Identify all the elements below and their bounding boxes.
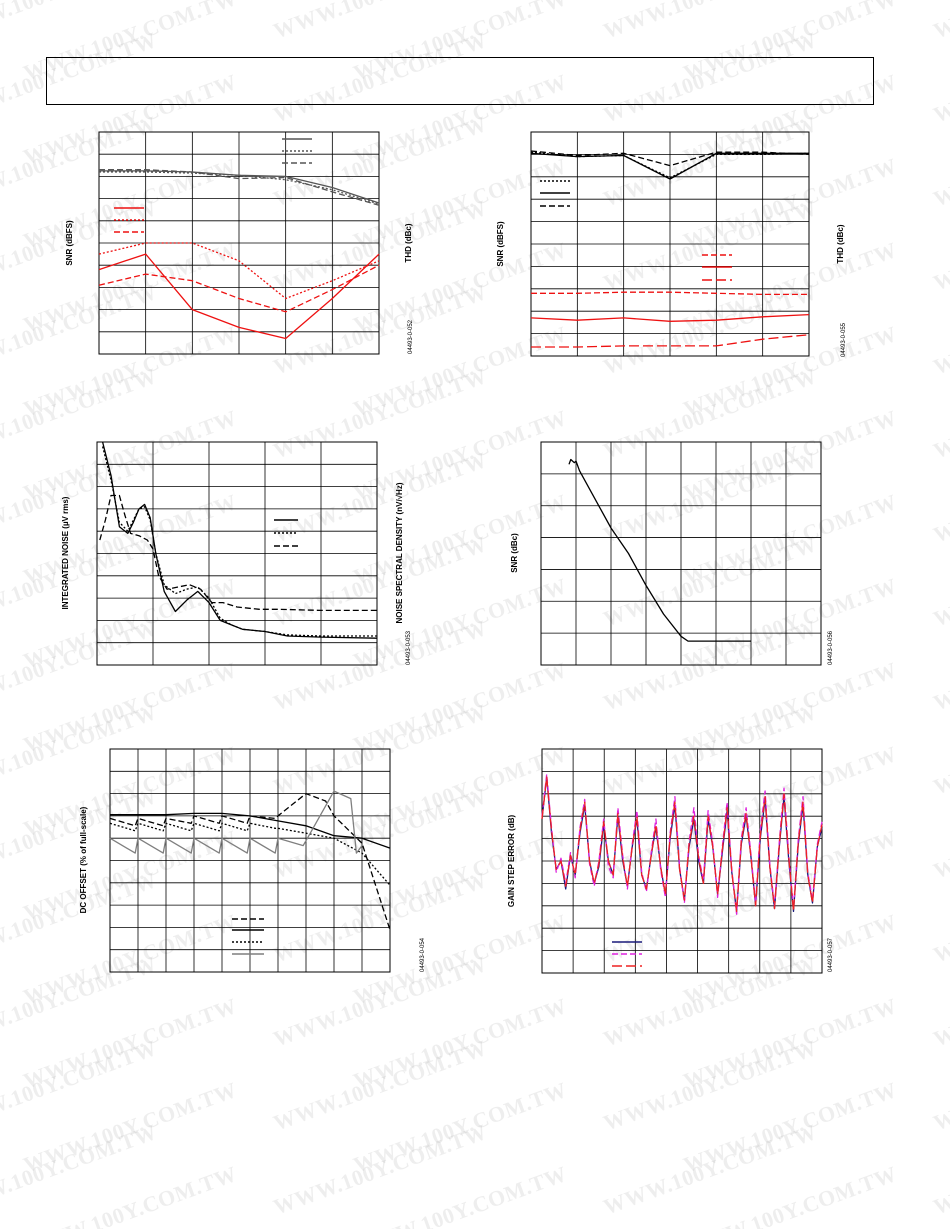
- grid-fig55: [531, 132, 809, 356]
- figure-id-fig56: 04493-0-056: [828, 630, 834, 665]
- series-line-5-0: [541, 776, 823, 913]
- chart-fig56: SNR (dBc) 04493-0-056: [510, 441, 834, 666]
- figure-id-fig52: 04493-0-052: [408, 319, 414, 354]
- series-line-1-1: [530, 150, 810, 167]
- y-axis-label-fig56: SNR (dBc): [510, 533, 519, 573]
- series-group-fig53: [99, 441, 378, 639]
- legend-fig57: [612, 941, 642, 967]
- series-line-0-3: [98, 253, 380, 340]
- grid-fig56: [541, 442, 821, 665]
- figure-id-fig57: 04493-0-057: [828, 937, 834, 972]
- series-line-1-4: [530, 313, 810, 322]
- series-line-4-3: [109, 790, 363, 854]
- series-group-fig56: [568, 458, 751, 642]
- chart-fig55: SNR (dBFS) THD (dBc) 04493-0-055: [496, 131, 847, 357]
- y2-axis-label-fig53: NOISE SPECTRAL DENSITY (nV/√Hz): [395, 482, 404, 623]
- series-line-1-0: [530, 152, 809, 180]
- grid-fig57: [542, 749, 822, 973]
- figure-id-fig54: 04493-0-054: [420, 937, 426, 972]
- series-line-1-5: [531, 334, 810, 348]
- series-line-0-1: [99, 169, 380, 206]
- chart-fig52: SNR (dBFS) THD (dBc) 04493-0-052: [65, 131, 414, 355]
- y-axis-label-fig52: SNR (dBFS): [65, 220, 74, 266]
- legend-fig55: [540, 180, 732, 281]
- y-axis-label-fig53: INTEGRATED NOISE (µV rms): [61, 496, 70, 609]
- chart-fig54: DC OFFSET (% of full-scale) 04493-0-054: [79, 748, 426, 973]
- chart-fig53: INTEGRATED NOISE (µV rms) NOISE SPECTRAL…: [61, 441, 412, 666]
- series-line-4-0: [110, 812, 391, 849]
- series-line-1-2: [530, 151, 810, 179]
- y2-axis-label-fig52: THD (dBc): [404, 223, 413, 262]
- series-group-fig54: [109, 790, 391, 931]
- legend-fig52: [114, 138, 312, 233]
- series-line-0-5: [98, 264, 380, 313]
- y-axis-label-fig57: GAIN STEP ERROR (dB): [507, 815, 516, 908]
- y-axis-label-fig55: SNR (dBFS): [496, 221, 505, 267]
- grid-fig52: [99, 132, 379, 354]
- grid-fig54: [110, 749, 390, 972]
- series-line-0-4: [98, 242, 380, 300]
- series-group-fig52: [98, 169, 380, 340]
- figure-id-fig53: 04493-0-053: [406, 630, 412, 665]
- y-axis-label-fig54: DC OFFSET (% of full-scale): [79, 806, 88, 913]
- series-line-1-3: [531, 291, 809, 296]
- series-line-5-2: [541, 776, 823, 913]
- legend-fig53: [274, 519, 298, 547]
- y2-axis-label-fig55: THD (dBc): [836, 224, 845, 263]
- series-line-3-0: [568, 458, 751, 642]
- series-line-4-1: [109, 792, 391, 931]
- series-line-2-0: [101, 441, 378, 639]
- figure-id-fig55: 04493-0-055: [841, 322, 847, 357]
- grid-fig53: [97, 442, 377, 665]
- chart-fig57: GAIN STEP ERROR (dB) 04493-0-057: [507, 748, 834, 974]
- legend-fig54: [232, 918, 264, 955]
- page-header-box: [46, 57, 874, 105]
- series-line-2-2: [99, 494, 377, 612]
- series-line-4-2: [109, 822, 391, 886]
- series-group-fig55: [530, 150, 810, 348]
- series-line-0-2: [99, 171, 380, 205]
- series-group-fig57: [541, 773, 823, 915]
